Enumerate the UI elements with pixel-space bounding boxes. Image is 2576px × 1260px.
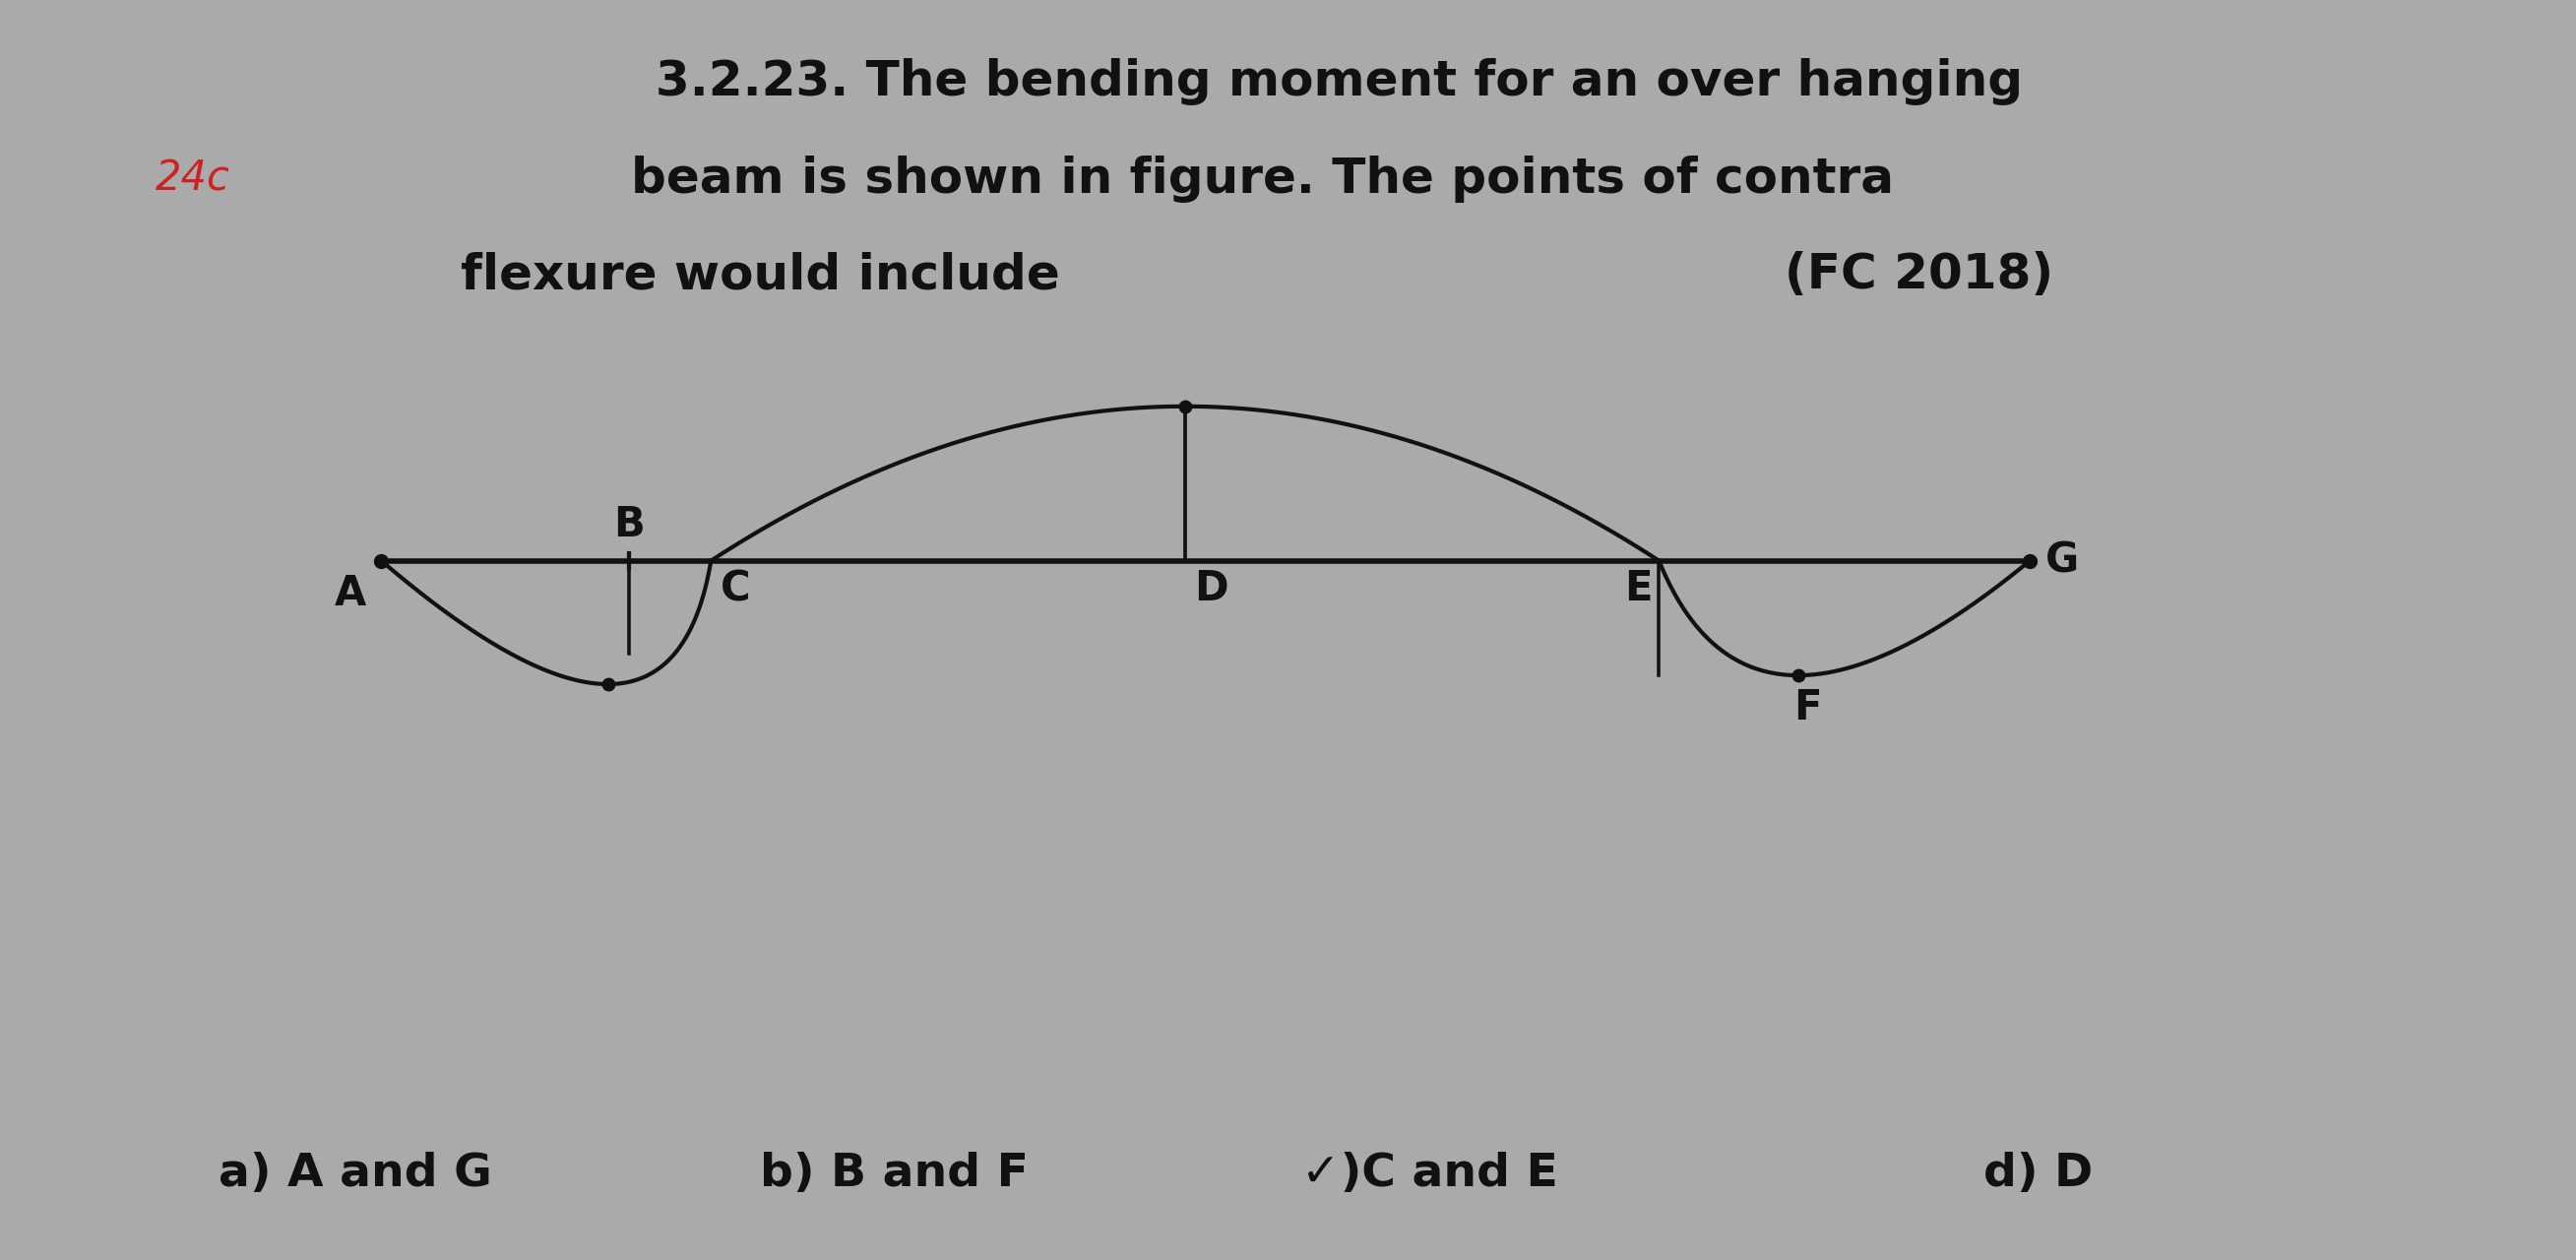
Text: ✓)C and E: ✓)C and E <box>1301 1152 1558 1197</box>
Text: flexure would include: flexure would include <box>461 251 1059 299</box>
Text: beam is shown in figure. The points of contra: beam is shown in figure. The points of c… <box>631 155 1893 203</box>
Text: a) A and G: a) A and G <box>219 1152 492 1197</box>
Text: b) B and F: b) B and F <box>760 1152 1028 1197</box>
Text: D: D <box>1195 568 1229 610</box>
Text: F: F <box>1793 688 1821 728</box>
Text: A: A <box>335 573 366 614</box>
Text: C: C <box>721 568 750 610</box>
Text: G: G <box>2045 541 2079 581</box>
Text: B: B <box>613 504 644 546</box>
Text: E: E <box>1625 568 1654 610</box>
Text: 3.2.23. The bending moment for an over hanging: 3.2.23. The bending moment for an over h… <box>657 58 2022 106</box>
Text: d) D: d) D <box>1984 1152 2094 1197</box>
Text: 24c: 24c <box>157 159 229 199</box>
Text: (FC 2018): (FC 2018) <box>1785 251 2053 299</box>
